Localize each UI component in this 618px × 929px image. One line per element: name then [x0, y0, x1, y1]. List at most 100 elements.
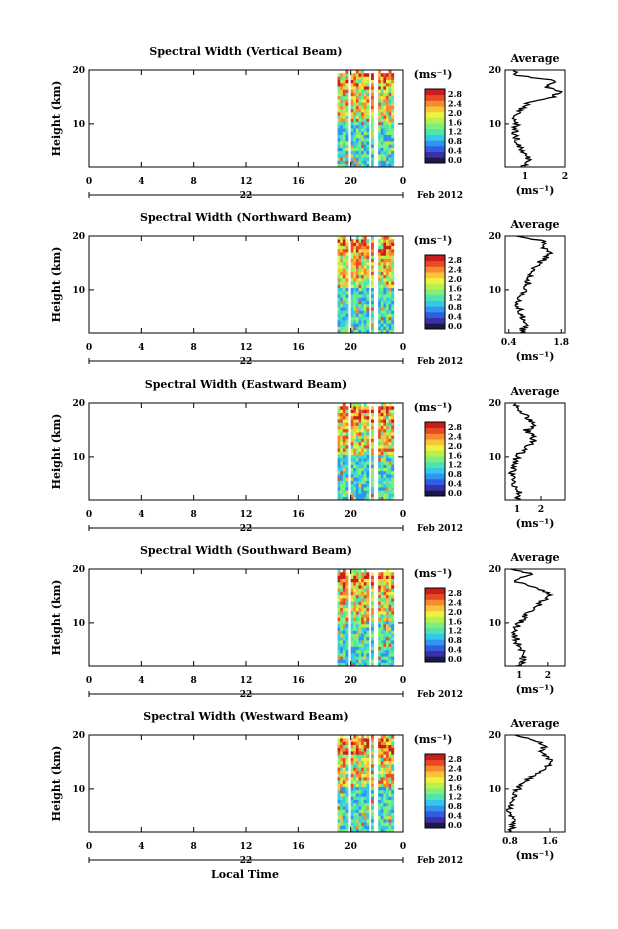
heatmap-cell — [350, 777, 354, 781]
heatmap-cell — [355, 640, 359, 644]
heatmap-cell — [355, 248, 359, 253]
x-axis-label: Local Time — [211, 868, 279, 881]
heatmap-cell — [380, 316, 384, 321]
heatmap-cell — [358, 646, 362, 651]
heatmap-cell — [342, 789, 346, 794]
heatmap-cell — [345, 581, 349, 586]
heatmap-cell — [383, 258, 387, 263]
average-profile-line — [510, 69, 563, 168]
heatmap-cell — [383, 310, 387, 314]
heatmap-cell — [353, 493, 357, 498]
heatmap-cell — [337, 802, 341, 807]
heatmap-cell — [342, 620, 346, 625]
heatmap-cell — [370, 825, 374, 830]
avg-x-tick-label: 1 — [514, 505, 520, 515]
heatmap-cell — [337, 290, 341, 295]
heatmap-cell — [363, 604, 367, 609]
heatmap-cell — [361, 290, 365, 295]
heatmap-cell — [340, 461, 344, 465]
heatmap-cell — [345, 773, 349, 778]
heatmap-cell — [358, 464, 362, 468]
heatmap-cell — [383, 783, 387, 788]
heatmap-cell — [340, 115, 344, 119]
heatmap-cell — [370, 656, 374, 660]
heatmap-cell — [385, 245, 389, 250]
heatmap-cell — [366, 767, 370, 771]
heatmap-cell — [355, 274, 359, 279]
heatmap-cell — [385, 278, 389, 282]
heatmap-cell — [378, 326, 382, 331]
heatmap-cell — [363, 617, 367, 622]
heatmap-cell — [355, 310, 359, 314]
x-tick-label: 16 — [292, 676, 305, 686]
heatmap-cell — [363, 757, 367, 762]
heatmap-cell — [355, 457, 359, 462]
heatmap-cell — [350, 134, 354, 139]
heatmap-cell — [388, 799, 392, 804]
heatmap-cell — [340, 242, 344, 246]
heatmap-cell — [380, 435, 384, 439]
heatmap-cell — [391, 760, 395, 765]
heatmap-cell — [342, 601, 346, 605]
heatmap-cell — [353, 591, 357, 596]
heatmap-cell — [353, 105, 357, 110]
heatmap-cell — [358, 284, 362, 289]
heatmap-cell — [388, 636, 392, 641]
heatmap-cell — [358, 757, 362, 762]
heatmap-cell — [350, 99, 354, 103]
x-tick-label: 0 — [400, 676, 406, 686]
heatmap-cell — [353, 741, 357, 745]
heatmap-cell — [383, 287, 387, 292]
heatmap-cell — [378, 793, 382, 797]
heatmap-cell — [337, 487, 341, 491]
heatmap-cell — [361, 467, 365, 472]
heatmap-cell — [370, 487, 374, 491]
heatmap-cell — [378, 313, 382, 318]
heatmap-cell — [366, 653, 370, 657]
heatmap-cell — [350, 636, 354, 641]
colorbar-tick-label: 0.0 — [448, 321, 462, 331]
heatmap-cell — [361, 483, 365, 488]
avg-x-tick-label: 1.6 — [542, 837, 558, 847]
heatmap-cell — [355, 806, 359, 810]
heatmap-cell — [345, 313, 349, 318]
colorbar-swatch — [425, 588, 445, 595]
heatmap-cell — [388, 572, 392, 576]
heatmap-cell — [342, 747, 346, 752]
heatmap-cell — [358, 812, 362, 817]
heatmap-cell — [385, 617, 389, 622]
heatmap-cells — [337, 236, 395, 334]
heatmap-cell — [385, 464, 389, 468]
heatmap-cell — [361, 819, 365, 823]
colorbar-swatch — [425, 484, 445, 491]
heatmap-cell — [370, 802, 374, 807]
heatmap-cell — [391, 147, 395, 152]
heatmap-cell — [342, 659, 346, 664]
heatmap-cell — [361, 70, 365, 74]
heatmap-cell — [383, 754, 387, 758]
heatmap-cell — [353, 441, 357, 446]
heatmap-cell — [385, 496, 389, 501]
heatmap-cell — [370, 274, 374, 279]
heatmap-cell — [391, 425, 395, 430]
heatmap-cell — [340, 640, 344, 644]
heatmap-cell — [378, 294, 382, 298]
heatmap-cell — [380, 480, 384, 485]
heatmap-cell — [391, 581, 395, 586]
heatmap-cell — [380, 822, 384, 826]
heatmap-cell — [340, 777, 344, 781]
colorbar-tick-label: 1.2 — [448, 127, 462, 137]
heatmap-cell — [342, 656, 346, 660]
heatmap-cell — [380, 760, 384, 765]
heatmap-cell — [385, 572, 389, 576]
heatmap-cell — [340, 744, 344, 749]
heatmap-cell — [380, 432, 384, 436]
heatmap-cell — [342, 154, 346, 158]
heatmap-cell — [350, 623, 354, 628]
heatmap-cell — [340, 258, 344, 263]
heatmap-cell — [340, 773, 344, 778]
heatmap-cell — [366, 313, 370, 318]
heatmap-cell — [380, 287, 384, 292]
heatmap-cell — [363, 575, 367, 579]
heatmap-cell — [385, 131, 389, 135]
